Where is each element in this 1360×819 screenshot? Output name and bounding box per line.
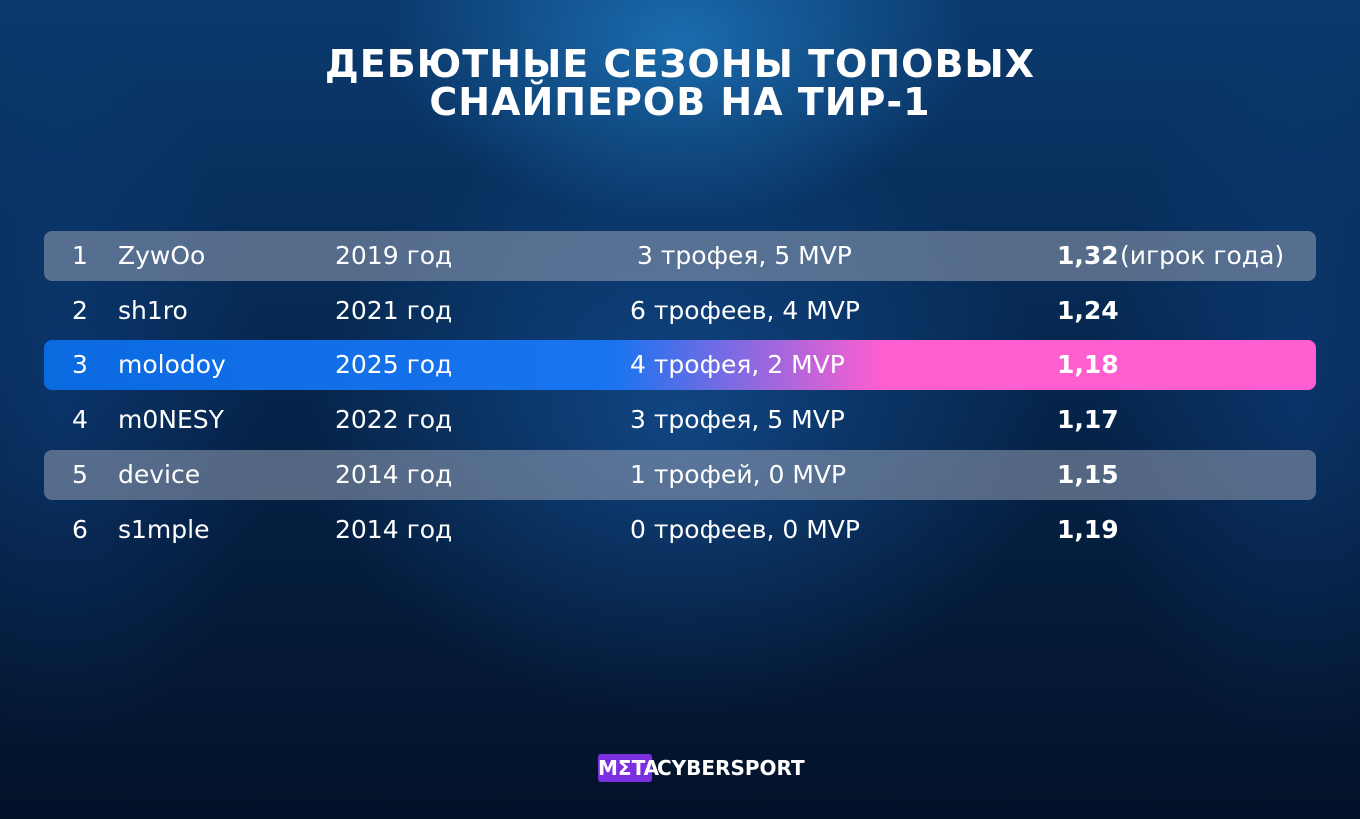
table-row: 3 molodoy 2025 год 4 трофея, 2 MVP 1,18 — [44, 340, 1316, 391]
player-name: s1mple — [118, 514, 210, 544]
player-name: molodoy — [118, 350, 226, 380]
rating-note: (игрок года) — [1120, 241, 1285, 270]
rank: 1 — [72, 241, 88, 270]
title-line: ДЕБЮТНЫЕ СЕЗОНЫ ТОПОВЫХ — [324, 42, 1036, 86]
achievements: 3 трофея, 5 MVP — [637, 241, 852, 270]
player-name: m0NESY — [118, 405, 224, 435]
player-name: device — [118, 459, 201, 489]
achievements: 6 трофеев, 4 MVP — [630, 295, 860, 325]
rating: 1,19 — [1057, 514, 1119, 544]
season: 2021 год — [335, 295, 453, 325]
rank: 6 — [72, 514, 88, 544]
rating: 1,17 — [1057, 405, 1119, 435]
table-row: 4 m0NESY 2022 год 3 трофея, 5 MVP 1,17 — [44, 395, 1316, 445]
rank: 3 — [72, 350, 88, 380]
season: 2019 год — [335, 241, 453, 270]
rating: 1,24 — [1057, 295, 1119, 325]
rating: 1,15 — [1057, 459, 1119, 489]
rating: 1,18 — [1057, 350, 1119, 380]
table-row: 2 sh1ro 2021 год 6 трофеев, 4 MVP 1,24 — [44, 286, 1316, 336]
rating: 1,32 — [1057, 241, 1119, 270]
season: 2014 год — [335, 514, 453, 544]
achievements: 3 трофея, 5 MVP — [630, 405, 845, 435]
achievements: 0 трофеев, 0 MVP — [630, 514, 860, 544]
achievements: 1 трофей, 0 MVP — [630, 459, 847, 489]
player-name: sh1ro — [118, 295, 188, 325]
achievements: 4 трофея, 2 MVP — [630, 350, 845, 380]
brand-mark: MΣTA — [598, 754, 660, 782]
player-name: ZywOo — [118, 241, 206, 270]
title-line: СНАЙПЕРОВ НА ТИР-1 — [429, 80, 931, 124]
table-row: 6 s1mple 2014 год 0 трофеев, 0 MVP 1,19 — [44, 505, 1316, 555]
table-row: 5 device 2014 год 1 трофей, 0 MVP 1,15 — [44, 449, 1316, 500]
season: 2025 год — [335, 350, 453, 380]
rank: 2 — [72, 295, 88, 325]
rank: 5 — [72, 459, 88, 489]
rank: 4 — [72, 405, 88, 435]
season: 2022 год — [335, 405, 453, 435]
brand-name: CYBERSPORT — [657, 756, 805, 780]
season: 2014 год — [335, 459, 453, 489]
table-row: 1 ZywOo 2019 год 3 трофея, 5 MVP 1,32 (игрок … — [44, 231, 1316, 281]
